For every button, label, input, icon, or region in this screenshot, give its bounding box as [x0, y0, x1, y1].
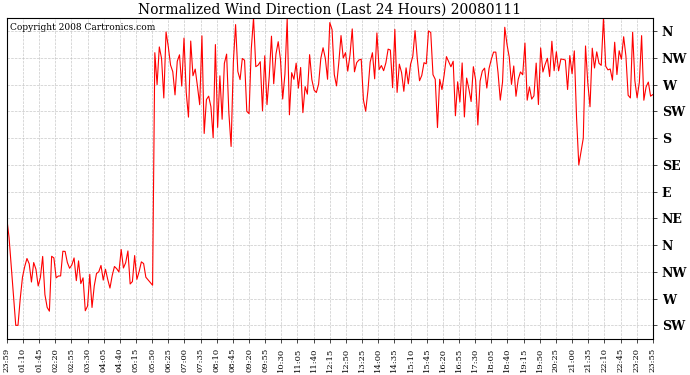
Text: Copyright 2008 Cartronics.com: Copyright 2008 Cartronics.com	[10, 23, 155, 32]
Title: Normalized Wind Direction (Last 24 Hours) 20080111: Normalized Wind Direction (Last 24 Hours…	[138, 3, 522, 17]
